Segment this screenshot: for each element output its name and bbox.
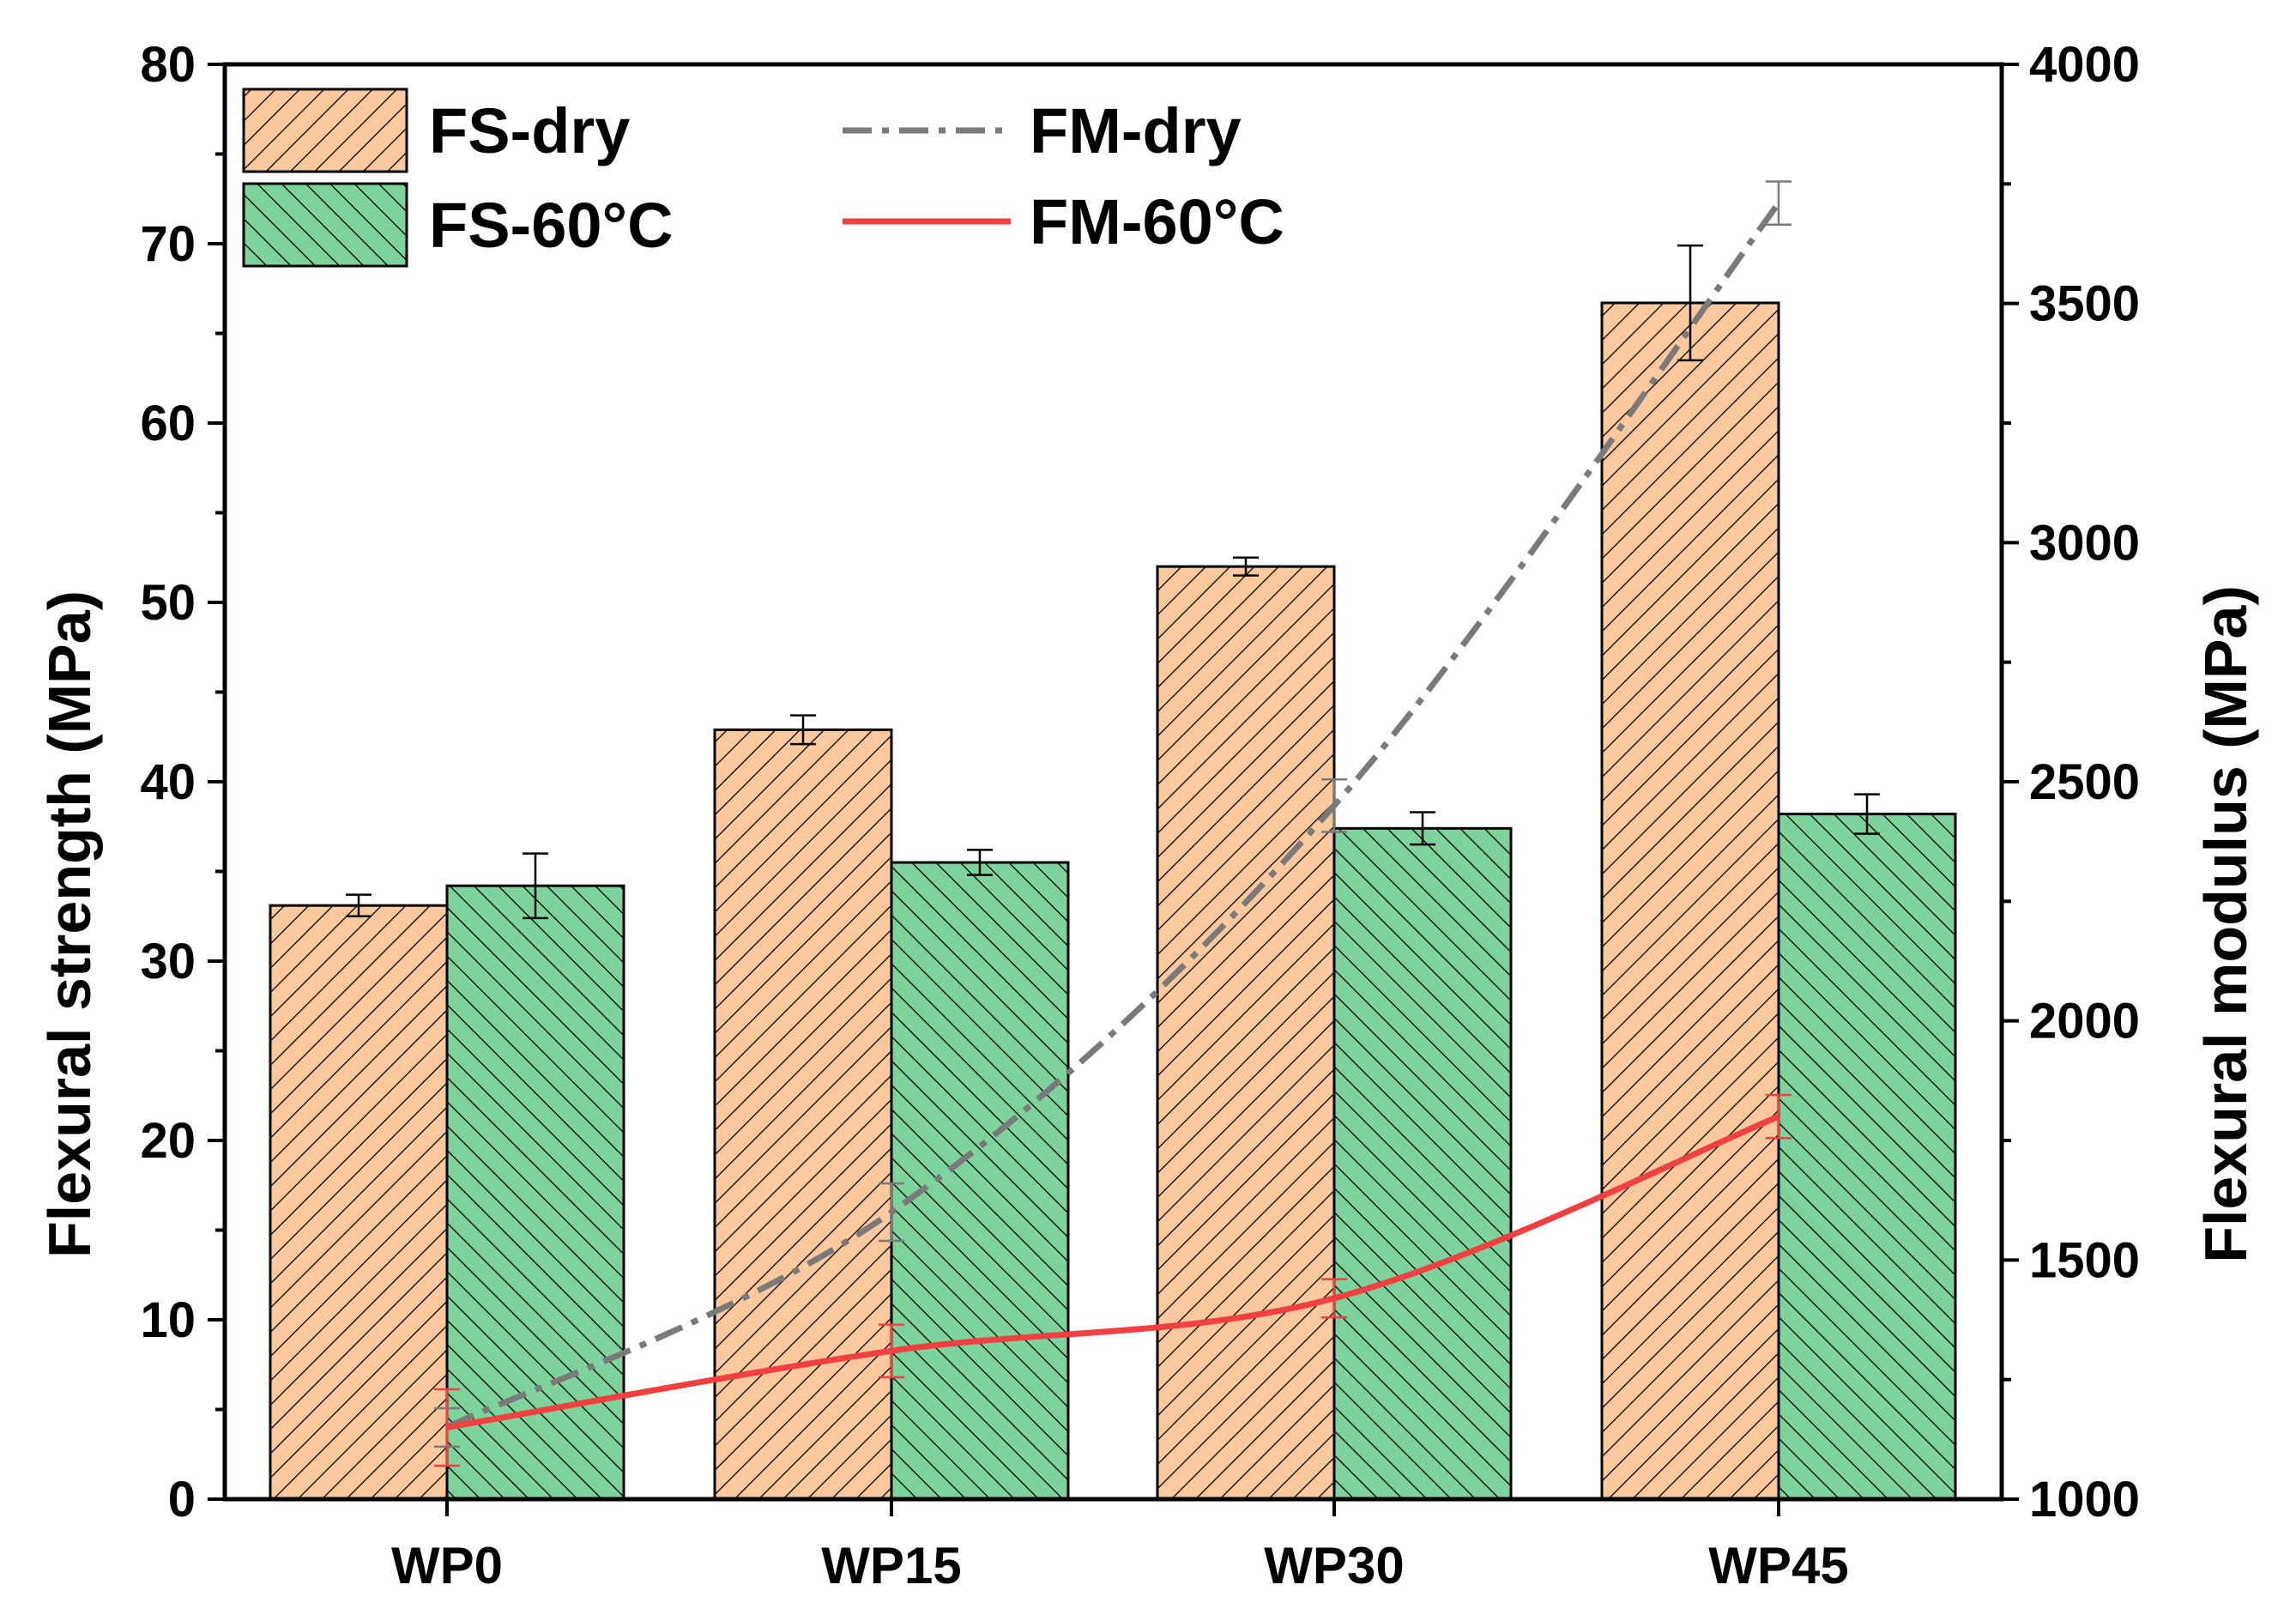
lines-layer	[434, 180, 1791, 1467]
legend-label-fm-dry: FM-dry	[1030, 95, 1242, 166]
bar-hatch-fs-dry-wp0	[269, 904, 449, 1501]
left-tick-label-10: 10	[140, 1292, 196, 1348]
right-tick-label-1000: 1000	[2029, 1472, 2140, 1527]
legend-label-fs-60c: FS-60°C	[429, 190, 674, 261]
line-fm-dry	[445, 201, 1781, 1430]
left-tick-label-0: 0	[168, 1472, 196, 1527]
bar-hatch-fs-60-c-wp45	[1777, 813, 1957, 1501]
right-tick-label-1500: 1500	[2029, 1232, 2140, 1288]
line-fm-60-c	[446, 1113, 1780, 1430]
right-tick-label-3000: 3000	[2029, 515, 2140, 571]
bar-hatch-fs-dry-wp30	[1156, 565, 1336, 1501]
left-tick-label-20: 20	[140, 1113, 196, 1169]
x-tick-label-wp30: WP30	[1264, 1537, 1404, 1594]
legend: FS-dry FS-60°C FM-dry FM-60°C	[242, 88, 1284, 268]
left-tick-label-50: 50	[140, 575, 196, 631]
right-tick-label-2000: 2000	[2029, 994, 2140, 1049]
left-tick-label-40: 40	[140, 754, 196, 810]
x-tick-label-wp15: WP15	[821, 1537, 961, 1594]
bar-hatch-fs-60-c-wp0	[445, 884, 625, 1501]
bar-hatch-fs-60-c-wp30	[1332, 826, 1513, 1501]
bars-layer	[269, 244, 1957, 1501]
right-tick-label-4000: 4000	[2029, 37, 2140, 93]
legend-label-fs-dry: FS-dry	[429, 95, 630, 166]
left-tick-label-30: 30	[140, 934, 196, 989]
right-tick-label-2500: 2500	[2029, 754, 2140, 810]
bar-hatch-fs-dry-wp15	[713, 728, 893, 1501]
legend-label-fm-60c: FM-60°C	[1030, 186, 1284, 257]
legend-swatch-fs-60c-hatch	[242, 182, 408, 268]
left-tick-label-70: 70	[140, 216, 196, 272]
bar-hatch-fs-dry-wp45	[1600, 301, 1780, 1501]
left-tick-label-80: 80	[140, 37, 196, 93]
right-axis-title: Flexural modulus (MPa)	[2192, 585, 2259, 1263]
x-tick-label-wp0: WP0	[391, 1537, 503, 1594]
right-tick-label-3500: 3500	[2029, 276, 2140, 332]
legend-swatch-fs-dry-hatch	[242, 88, 408, 173]
left-axis-title: Flexural strength (MPa)	[36, 590, 103, 1258]
x-tick-label-wp45: WP45	[1708, 1537, 1848, 1594]
axes-layer: 0 10 20 30 40 50 60 70 80 1000 1500 2000 2500 3000 350…	[140, 37, 2140, 1594]
bar-hatch-fs-60-c-wp15	[890, 861, 1070, 1501]
left-tick-label-60: 60	[140, 396, 196, 451]
